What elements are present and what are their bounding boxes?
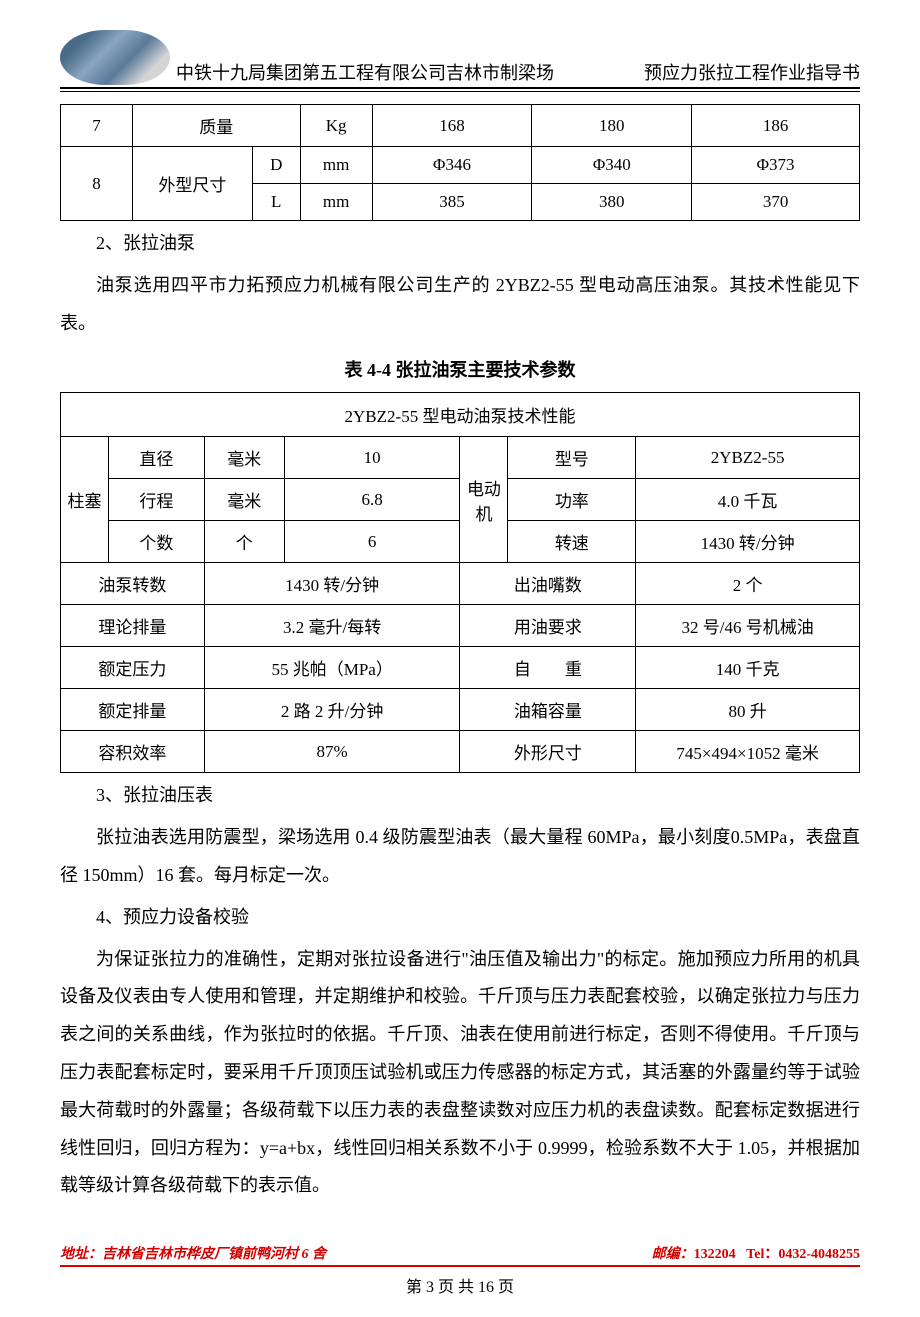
- cell: 油泵转数: [61, 563, 205, 605]
- cell: 外形尺寸: [460, 731, 636, 773]
- cell-v1: Φ346: [372, 147, 532, 184]
- cell: 2 路 2 升/分钟: [204, 689, 460, 731]
- section-3-para: 张拉油表选用防震型，梁场选用 0.4 级防震型油表（最大量程 60MPa，最小刻…: [60, 819, 860, 895]
- tel-value: Tel：0432-4048255: [746, 1247, 860, 1262]
- cell-no: 8: [61, 147, 133, 221]
- cell-sub: L: [252, 184, 300, 221]
- cell: 3.2 毫升/每转: [204, 605, 460, 647]
- table-row: 7 质量 Kg 168 180 186: [61, 105, 860, 147]
- post-label: 邮编：: [652, 1247, 694, 1262]
- table-jack-specs: 7 质量 Kg 168 180 186 8 外型尺寸 D mm Φ346 Φ34…: [60, 104, 860, 221]
- address-text: 吉林省吉林市桦皮厂镇前鸭河村 6 舍: [102, 1247, 326, 1262]
- cell: 毫米: [204, 437, 284, 479]
- cell-v3: 186: [692, 105, 860, 147]
- cell: 行程: [108, 479, 204, 521]
- table-pump-specs: 2YBZ2-55 型电动油泵技术性能 柱塞 直径 毫米 10 电动机 型号 2Y…: [60, 392, 860, 773]
- cell-name: 质量: [132, 105, 300, 147]
- cell: 理论排量: [61, 605, 205, 647]
- header-doc-title: 预应力张拉工程作业指导书: [644, 59, 860, 85]
- cell: 出油嘴数: [460, 563, 636, 605]
- cell: 个: [204, 521, 284, 563]
- cell: 87%: [204, 731, 460, 773]
- cell-v1: 385: [372, 184, 532, 221]
- page-footer: 地址：吉林省吉林市桦皮厂镇前鸭河村 6 舍 邮编：132204 Tel：0432…: [60, 1243, 860, 1297]
- table-row: 额定排量 2 路 2 升/分钟 油箱容量 80 升: [61, 689, 860, 731]
- cell: 1430 转/分钟: [636, 521, 860, 563]
- page: 中铁十九局集团第五工程有限公司吉林市制梁场 预应力张拉工程作业指导书 7 质量 …: [0, 0, 920, 1317]
- cell-unit: mm: [300, 147, 372, 184]
- table-header-row: 2YBZ2-55 型电动油泵技术性能: [61, 393, 860, 437]
- section-4-heading: 4、预应力设备校验: [60, 899, 860, 937]
- footer-post-tel: 邮编：132204 Tel：0432-4048255: [652, 1243, 860, 1263]
- cell-v2: 380: [532, 184, 692, 221]
- cell: 32 号/46 号机械油: [636, 605, 860, 647]
- cell: 6: [284, 521, 460, 563]
- company-logo: [60, 30, 170, 85]
- cell: 6.8: [284, 479, 460, 521]
- cell-v2: 180: [532, 105, 692, 147]
- table-2-title: 表 4-4 张拉油泵主要技术参数: [60, 356, 860, 382]
- cell-no: 7: [61, 105, 133, 147]
- cell: 容积效率: [61, 731, 205, 773]
- cell: 用油要求: [460, 605, 636, 647]
- table-header: 2YBZ2-55 型电动油泵技术性能: [61, 393, 860, 437]
- cell: 1430 转/分钟: [204, 563, 460, 605]
- cell: 毫米: [204, 479, 284, 521]
- cell: 功率: [508, 479, 636, 521]
- cell-name: 外型尺寸: [132, 147, 252, 221]
- table-row: 油泵转数 1430 转/分钟 出油嘴数 2 个: [61, 563, 860, 605]
- cell: 直径: [108, 437, 204, 479]
- cell-v3: 370: [692, 184, 860, 221]
- cell-sub: D: [252, 147, 300, 184]
- table-row: 柱塞 直径 毫米 10 电动机 型号 2YBZ2-55: [61, 437, 860, 479]
- section-2-heading: 2、张拉油泵: [60, 225, 860, 263]
- cell: 自 重: [460, 647, 636, 689]
- footer-rule: [60, 1265, 860, 1267]
- footer-address: 地址：吉林省吉林市桦皮厂镇前鸭河村 6 舍: [60, 1243, 326, 1263]
- section-2-para: 油泵选用四平市力拓预应力机械有限公司生产的 2YBZ2-55 型电动高压油泵。其…: [60, 267, 860, 343]
- cell: 4.0 千瓦: [636, 479, 860, 521]
- page-header: 中铁十九局集团第五工程有限公司吉林市制梁场 预应力张拉工程作业指导书: [60, 30, 860, 89]
- cell: 油箱容量: [460, 689, 636, 731]
- footer-contact: 地址：吉林省吉林市桦皮厂镇前鸭河村 6 舍 邮编：132204 Tel：0432…: [60, 1243, 860, 1263]
- cell: 140 千克: [636, 647, 860, 689]
- cell-v3: Φ373: [692, 147, 860, 184]
- section-4-para: 为保证张拉力的准确性，定期对张拉设备进行"油压值及输出力"的标定。施加预应力所用…: [60, 941, 860, 1206]
- cell: 2 个: [636, 563, 860, 605]
- address-label: 地址：: [60, 1247, 102, 1262]
- cell: 2YBZ2-55: [636, 437, 860, 479]
- table-row: 额定压力 55 兆帕（MPa） 自 重 140 千克: [61, 647, 860, 689]
- cell: 745×494×1052 毫米: [636, 731, 860, 773]
- cell: 转速: [508, 521, 636, 563]
- cell: 额定排量: [61, 689, 205, 731]
- cell-v1: 168: [372, 105, 532, 147]
- cell: 额定压力: [61, 647, 205, 689]
- table-row: 理论排量 3.2 毫升/每转 用油要求 32 号/46 号机械油: [61, 605, 860, 647]
- page-number: 第 3 页 共 16 页: [60, 1273, 860, 1297]
- cell: 个数: [108, 521, 204, 563]
- header-company: 中铁十九局集团第五工程有限公司吉林市制梁场: [176, 59, 644, 85]
- post-value: 132204: [694, 1247, 736, 1262]
- table-row: 8 外型尺寸 D mm Φ346 Φ340 Φ373: [61, 147, 860, 184]
- cell-unit: mm: [300, 184, 372, 221]
- cell: 80 升: [636, 689, 860, 731]
- header-rule: [60, 91, 860, 92]
- cell-unit: Kg: [300, 105, 372, 147]
- section-3-heading: 3、张拉油压表: [60, 777, 860, 815]
- table-row: 容积效率 87% 外形尺寸 745×494×1052 毫米: [61, 731, 860, 773]
- cell: 型号: [508, 437, 636, 479]
- cell-v2: Φ340: [532, 147, 692, 184]
- cell: 10: [284, 437, 460, 479]
- cell: 55 兆帕（MPa）: [204, 647, 460, 689]
- cell-group-left: 柱塞: [61, 437, 109, 563]
- cell-group-right: 电动机: [460, 437, 508, 563]
